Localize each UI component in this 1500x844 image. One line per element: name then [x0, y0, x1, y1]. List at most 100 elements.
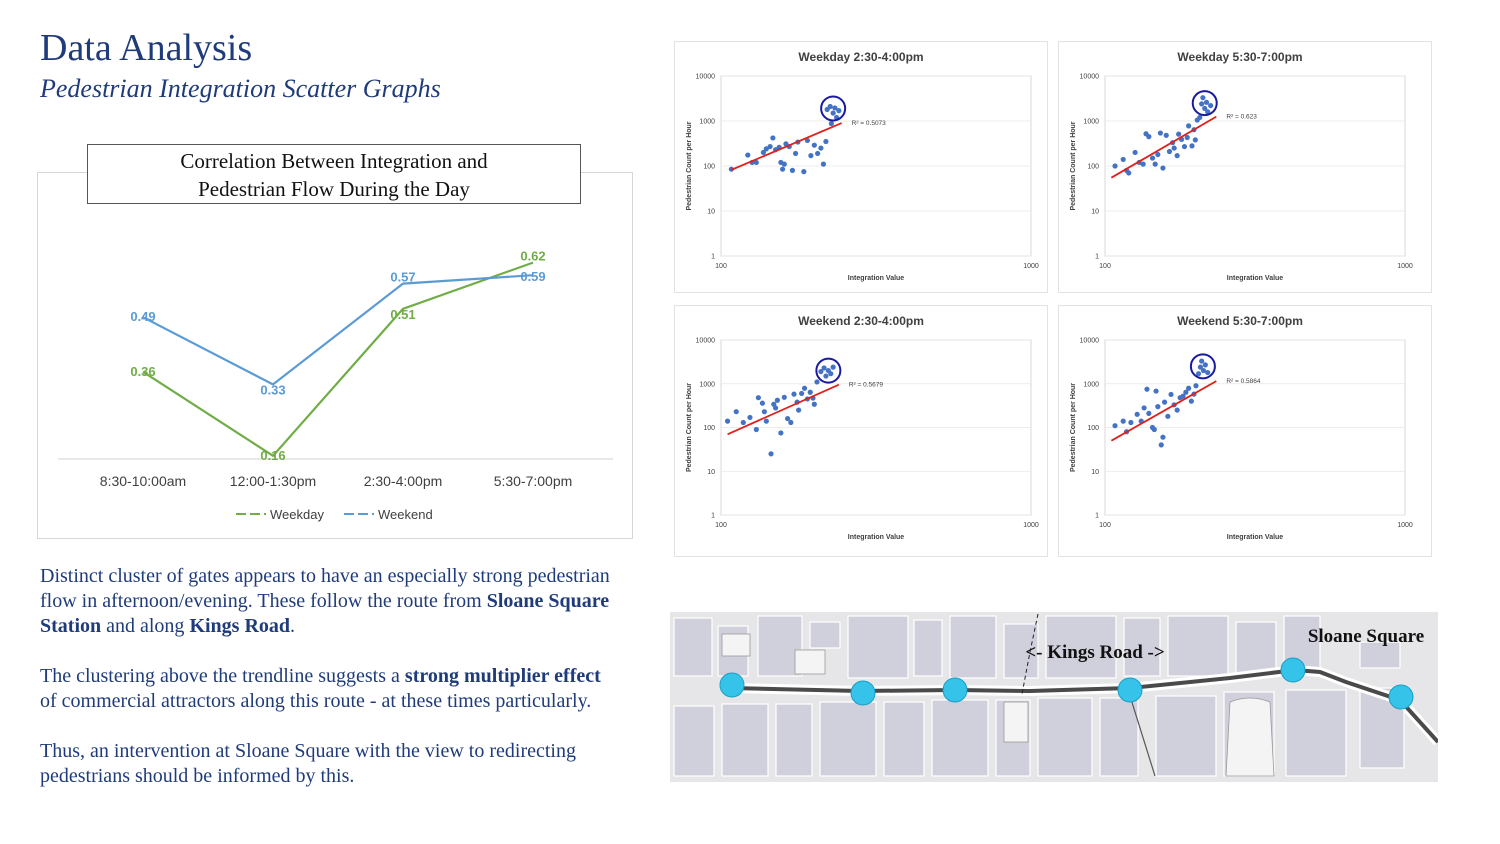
p1-text-a: Distinct cluster of gates appears to hav…	[40, 565, 610, 612]
scatter-point	[830, 364, 836, 370]
scatter-point	[1193, 383, 1199, 389]
scatter-point	[1151, 426, 1157, 433]
scatter-point	[1144, 386, 1150, 392]
scatter-point	[740, 419, 746, 426]
scatter-point	[1202, 362, 1208, 368]
x-tick-label: 1000	[1023, 522, 1039, 529]
r-squared-label: R² = 0.5864	[1226, 378, 1261, 385]
scatter-point	[1199, 358, 1205, 364]
scatter-point	[1180, 393, 1186, 399]
p2-text-c: of commercial attractors along this rout…	[40, 690, 592, 712]
y-tick-label: 100	[1087, 164, 1099, 171]
scatter-panel-weekend-evening: Weekend 5:30-7:00pm 1 10 100 1000 10000 100 100…	[1058, 305, 1432, 557]
scatter-point	[1155, 404, 1161, 410]
scatter-point	[1157, 130, 1164, 136]
scatter-point	[1202, 105, 1208, 112]
scatter-point	[1186, 385, 1192, 391]
y-tick-label: 10	[1091, 209, 1099, 216]
y-tick-label: 1000	[1083, 381, 1099, 388]
scatter-point	[1208, 102, 1214, 109]
scatter-point	[1183, 389, 1189, 395]
kings-road-route-line	[731, 667, 1440, 744]
scatter-point	[781, 394, 787, 400]
scatter-title: Weekday 5:30-7:00pm	[1177, 50, 1302, 64]
paragraph-2: The clustering above the trendline sugge…	[40, 664, 620, 714]
y-tick-label: 100	[703, 425, 715, 432]
scatter-point	[1181, 143, 1188, 150]
scatter-point	[792, 150, 799, 157]
scatter-point	[759, 400, 765, 406]
scatter-point	[818, 368, 824, 375]
scatter-point	[808, 153, 814, 159]
scatter-point	[1203, 99, 1210, 105]
p1-text-e: .	[290, 615, 296, 637]
scatter-point	[1184, 134, 1190, 141]
trendline	[1110, 115, 1217, 179]
paragraph-3: Thus, an intervention at Sloane Square w…	[40, 740, 576, 787]
scatter-point	[799, 390, 805, 397]
x-tick-label: 100	[715, 522, 727, 529]
trendline	[727, 383, 840, 436]
data-label: 0.49	[130, 309, 155, 324]
scatter-point	[1166, 148, 1173, 155]
scatter-point	[1163, 132, 1169, 138]
trendline	[1110, 380, 1217, 442]
scatter-point	[724, 418, 731, 424]
cluster-highlight-ring	[1189, 353, 1216, 380]
scatter-point	[1152, 161, 1158, 167]
kings-road-label: <- Kings Road ->	[1025, 642, 1164, 663]
scatter-title: Weekend 5:30-7:00pm	[1177, 314, 1303, 328]
scatter-point	[1146, 410, 1152, 417]
scatter-point	[1112, 423, 1118, 429]
gate-node-4	[1117, 677, 1143, 703]
main-line-chart: 8:30-10:00am 12:00-1:30pm 2:30-4:00pm 5:30-…	[37, 172, 633, 539]
scatter-point	[827, 103, 833, 110]
y-tick-label: 100	[1087, 425, 1099, 432]
scatter-point	[807, 389, 813, 395]
scatter-point	[768, 451, 774, 457]
y-tick-label: 1	[711, 254, 715, 261]
y-tick-label: 10000	[696, 74, 716, 81]
scatter-point	[1153, 388, 1159, 394]
scatter-point	[832, 105, 838, 111]
scatter-panel-weekday-afternoon: Weekday 2:30-4:00pm 1 10 100 1000 10000 100 100…	[674, 41, 1048, 293]
scatter-point	[1149, 155, 1156, 161]
scatter-point	[1165, 413, 1171, 419]
scatter-point	[1189, 143, 1195, 149]
scatter-point	[1168, 391, 1174, 398]
scatter-point	[767, 143, 773, 150]
data-label: 0.62	[520, 249, 545, 264]
y-tick-label: 1	[1095, 254, 1099, 261]
scatter-point	[1146, 134, 1152, 140]
scatter-point	[1158, 442, 1164, 448]
page-subtitle: Pedestrian Integration Scatter Graphs	[40, 74, 441, 103]
y-tick-label: 1	[711, 513, 715, 520]
scatter-point	[1126, 170, 1132, 176]
r-squared-label: R² = 0.623	[1226, 114, 1257, 121]
scatter-point	[772, 405, 779, 411]
cluster-highlight-ring	[1191, 90, 1218, 117]
cluster-highlight-ring	[820, 95, 847, 122]
data-label: 0.36	[130, 364, 155, 379]
scatter-point	[796, 407, 802, 413]
data-label: 0.57	[390, 270, 415, 285]
scatter-point	[789, 167, 796, 173]
page-title: Data Analysis	[40, 27, 253, 69]
scatter-point	[760, 149, 766, 156]
y-axis-label: Pedestrian Count per Hour	[686, 383, 693, 472]
p2-text-a: The clustering above the trendline sugge…	[40, 665, 405, 687]
legend-label: Weekend	[378, 507, 433, 522]
scatter-panel-weekend-afternoon: Weekend 2:30-4:00pm 1 10 100 1000 10000 100 100…	[674, 305, 1048, 557]
p1-bold-station: Sloane Square Station	[40, 590, 610, 637]
scatter-point	[778, 430, 784, 436]
scatter-point	[1174, 407, 1180, 413]
y-tick-label: 10	[1091, 469, 1099, 476]
series-line-weekend	[142, 274, 534, 386]
x-tick-label: 1000	[1397, 263, 1413, 270]
scatter-panel-weekday-evening: Weekday 5:30-7:00pm 1 10 100 1000 10000 100 100…	[1058, 41, 1432, 293]
scatter-point	[753, 159, 759, 166]
y-tick-label: 10000	[1080, 74, 1100, 81]
gate-node-1	[719, 672, 745, 698]
scatter-title: Weekday 2:30-4:00pm	[798, 50, 923, 64]
y-axis-label: Pedestrian Count per Hour	[1070, 121, 1077, 210]
